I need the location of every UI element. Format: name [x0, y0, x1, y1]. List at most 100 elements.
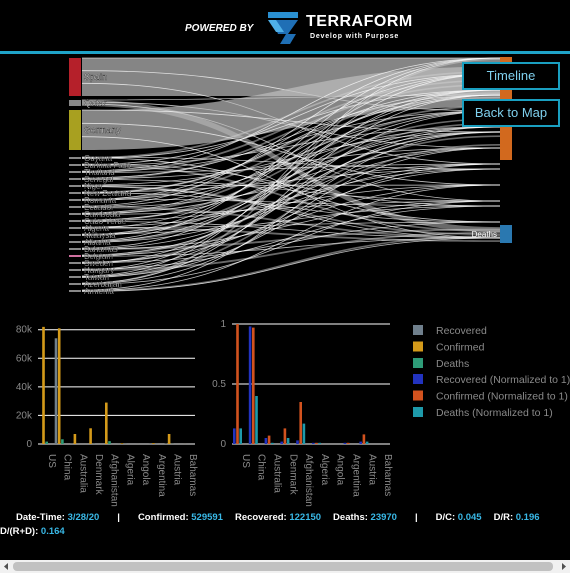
- sankey-flow: [82, 228, 500, 250]
- sankey-node: [69, 276, 81, 278]
- bar: [315, 442, 318, 444]
- sankey-label: Spain: [84, 72, 107, 82]
- bar: [365, 441, 369, 444]
- tagline: Develop with Purpose: [310, 33, 399, 40]
- bar: [299, 402, 302, 444]
- x-tick-label: Austria: [366, 454, 377, 486]
- bar: [280, 441, 283, 444]
- bar: [167, 434, 171, 444]
- sankey-node: [69, 58, 81, 96]
- info-label: Recovered:: [234, 512, 287, 523]
- sankey-label: Senegal: [84, 175, 114, 184]
- sankey-link: [81, 57, 501, 277]
- sankey-link: [81, 89, 501, 194]
- sankey-link: [81, 200, 501, 215]
- y-tick-label: 0.5: [212, 379, 226, 390]
- bar: [248, 326, 252, 444]
- info-value: 3/28/20: [67, 512, 100, 523]
- sankey-link: [81, 126, 501, 236]
- back-to-map-button[interactable]: Back to Map: [462, 99, 560, 127]
- y-tick-label: 80k: [16, 325, 33, 336]
- sankey-label: Burkina Faso: [84, 161, 132, 170]
- legend-swatch: [413, 358, 423, 368]
- y-tick-label: 1: [220, 319, 226, 330]
- x-tick-label: China: [256, 454, 267, 481]
- bar: [57, 328, 61, 444]
- sankey-label: Germany: [84, 125, 122, 135]
- sankey-label: Malaysia: [84, 231, 116, 240]
- sankey-node: [69, 100, 81, 106]
- sankey-node: [69, 164, 81, 166]
- legend-label: Recovered (Normalized to 1): [436, 374, 570, 386]
- sankey-link: [81, 220, 501, 239]
- sankey-link: [81, 126, 501, 271]
- sankey-link: [81, 237, 501, 292]
- sankey-link: [81, 110, 501, 278]
- sankey-link: [81, 163, 501, 208]
- info-bar: Date-Time: 3/28/20 | Confirmed: 529591 Reco…: [0, 511, 570, 539]
- sankey-node: [69, 255, 81, 257]
- scrollbar[interactable]: [0, 560, 570, 573]
- sankey-node: [69, 283, 81, 285]
- legend-label: Confirmed: [436, 342, 485, 354]
- bar: [296, 440, 299, 444]
- info-label: Deaths:: [333, 512, 368, 523]
- sankey-link: [81, 73, 501, 236]
- sankey-link: [81, 178, 501, 202]
- sankey-link: [81, 73, 501, 201]
- header: POWERED BY TERRAFORM Develop with Purpos…: [0, 12, 570, 54]
- timeline-button[interactable]: Timeline: [462, 62, 560, 90]
- chart-overlay: [0, 300, 570, 505]
- sankey-link: [81, 126, 501, 201]
- legend-swatch: [413, 325, 423, 335]
- bar: [239, 428, 242, 444]
- sankey-label: Albania: [84, 238, 111, 247]
- x-tick-label: Denmark: [287, 454, 298, 496]
- legend-label: Confirmed (Normalized to 1): [436, 391, 568, 403]
- charts: 0 20k 40k 60k 80k US China Australia Denmark Afgh…: [16, 319, 570, 507]
- y-tick-label: 60k: [16, 353, 33, 364]
- legend-swatch: [413, 390, 423, 401]
- sankey-link: [81, 94, 501, 284]
- bar: [302, 423, 306, 444]
- sankey-node: [69, 227, 81, 229]
- bar: [346, 442, 350, 444]
- bar: [233, 428, 236, 444]
- x-tick-label: Australia: [77, 454, 88, 493]
- bar: [359, 441, 362, 444]
- x-tick-label: Algeria: [124, 454, 135, 486]
- bar: [61, 439, 64, 444]
- sankey-node: [69, 110, 81, 150]
- sankey-node: [69, 171, 81, 173]
- bar: [73, 434, 77, 444]
- sankey-node: [69, 262, 81, 264]
- sankey-label: Belgium: [84, 252, 113, 261]
- x-tick-label: US: [240, 454, 251, 468]
- sankey-flow: [82, 144, 500, 278]
- sankey-node: [69, 213, 81, 215]
- sankey-flow: [82, 227, 500, 242]
- sankey-link: [81, 57, 501, 242]
- y-tick-label: 20k: [16, 410, 33, 421]
- x-tick-label: Austria: [171, 454, 182, 486]
- bar: [152, 443, 155, 444]
- sankey-label: Cambodia: [84, 210, 121, 219]
- y-tick-label: 0: [26, 439, 32, 450]
- sankey-node: [69, 234, 81, 236]
- sankey-node: [69, 269, 81, 271]
- sankey-label: Cabo Verde: [84, 217, 127, 226]
- legend-label: Deaths (Normalized to 1): [436, 407, 553, 419]
- sankey-flow: [82, 118, 500, 236]
- bar: [271, 442, 274, 444]
- bar: [264, 438, 268, 444]
- sankey-link: [81, 163, 501, 173]
- sankey-link: [81, 200, 501, 285]
- sankey-label: Hungary: [84, 266, 114, 275]
- legend-label: Deaths: [436, 358, 469, 370]
- sankey-label: Qatar: [84, 98, 107, 108]
- legend-label: Recovered: [436, 325, 487, 337]
- sankey-node: [69, 178, 81, 180]
- logo: [268, 12, 298, 44]
